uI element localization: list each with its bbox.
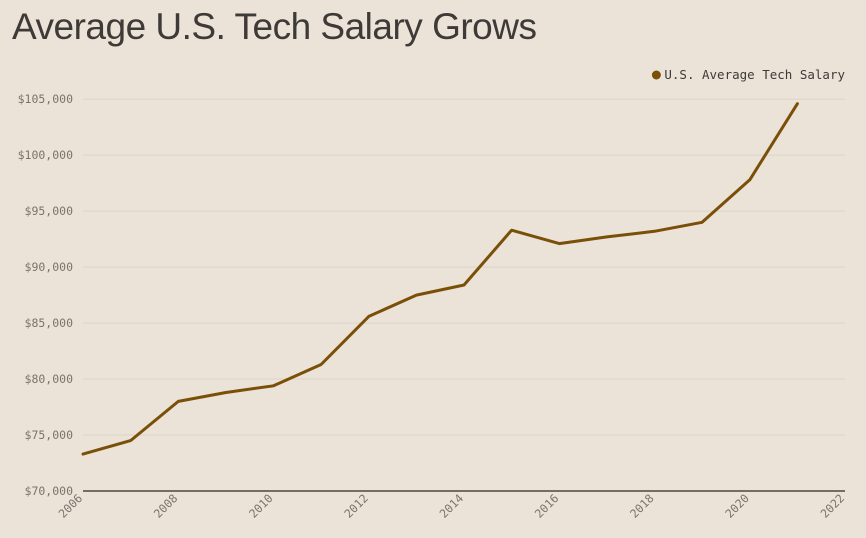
gridlines bbox=[83, 98, 845, 436]
y-tick-label: $85,000 bbox=[25, 316, 74, 330]
y-tick-label: $105,000 bbox=[18, 92, 73, 106]
chart-title: Average U.S. Tech Salary Grows bbox=[12, 6, 537, 47]
series-lines bbox=[81, 102, 799, 456]
x-tick-label: 2008 bbox=[151, 491, 181, 521]
y-tick-label: $75,000 bbox=[25, 428, 74, 442]
y-tick-label: $80,000 bbox=[25, 372, 74, 386]
y-tick-label: $100,000 bbox=[18, 148, 73, 162]
legend-marker bbox=[651, 70, 661, 80]
y-tick-label: $95,000 bbox=[25, 204, 74, 218]
x-tick-label: 2022 bbox=[818, 491, 847, 520]
series-line bbox=[81, 102, 799, 456]
legend[interactable]: U.S. Average Tech Salary bbox=[651, 67, 846, 82]
x-tick-label: 2012 bbox=[341, 491, 370, 520]
legend-label: U.S. Average Tech Salary bbox=[664, 67, 845, 82]
x-tick-label: 2014 bbox=[437, 491, 467, 521]
x-tick-label: 2016 bbox=[532, 491, 562, 521]
y-tick-label: $90,000 bbox=[25, 260, 74, 274]
x-tick-label: 2020 bbox=[722, 491, 752, 521]
x-tick-label: 2010 bbox=[246, 491, 276, 521]
x-tick-label: 2018 bbox=[627, 491, 657, 521]
x-axis-tick-labels: 2006 2008 2010 2012 2014 2016 2018 2020 2022 bbox=[56, 491, 847, 521]
y-tick-label: $70,000 bbox=[25, 484, 74, 498]
y-axis-tick-labels: $70,000 $75,000 $80,000 $85,000 $90,000 $95,0… bbox=[18, 92, 73, 498]
